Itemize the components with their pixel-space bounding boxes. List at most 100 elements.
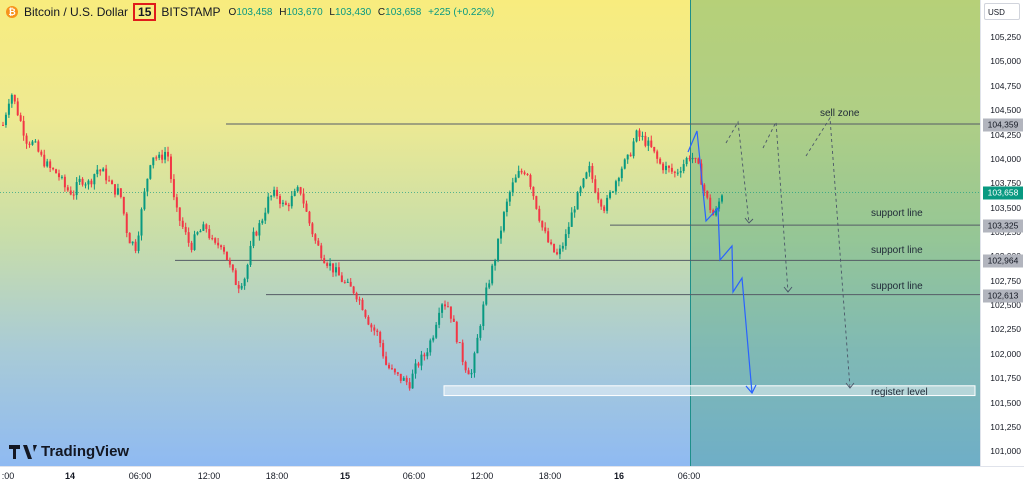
candle-body bbox=[25, 135, 28, 144]
candle-body bbox=[573, 209, 576, 213]
candle-body bbox=[146, 178, 149, 192]
candle-body bbox=[196, 232, 199, 235]
candle-body bbox=[429, 340, 432, 353]
candle-body bbox=[181, 220, 184, 227]
candle-body bbox=[311, 223, 314, 235]
candle-body bbox=[152, 157, 155, 166]
price-axis[interactable]: 105,250 105,000 104,750 104,500 104,250 … bbox=[980, 0, 1024, 466]
symbol-name[interactable]: Bitcoin / U.S. Dollar bbox=[24, 5, 129, 19]
candle-body bbox=[667, 165, 670, 168]
candle-body bbox=[7, 103, 10, 115]
candle-body bbox=[211, 238, 214, 240]
currency-selector[interactable]: USD bbox=[984, 3, 1020, 20]
candle-body bbox=[609, 192, 612, 198]
open-label: O bbox=[228, 6, 237, 18]
candle-body bbox=[411, 373, 414, 389]
scenario-path-2 bbox=[762, 120, 789, 293]
tradingview-logo[interactable]: TradingView bbox=[9, 443, 129, 460]
candle-body bbox=[278, 196, 281, 204]
candle-body bbox=[641, 135, 644, 137]
candle-body bbox=[420, 354, 423, 366]
candle-body bbox=[172, 179, 175, 198]
candle-body bbox=[302, 193, 305, 204]
candle-body bbox=[682, 164, 685, 172]
candle-body bbox=[438, 312, 441, 325]
candle-body bbox=[205, 224, 208, 230]
interval-badge[interactable]: 15 bbox=[133, 3, 157, 21]
candle-body bbox=[544, 227, 547, 232]
candle-body bbox=[63, 176, 66, 188]
time-label: 16 bbox=[613, 471, 625, 481]
candle-body bbox=[535, 196, 538, 209]
candle-body bbox=[116, 188, 119, 195]
candle-body bbox=[567, 226, 570, 235]
candle-body bbox=[499, 230, 502, 239]
candle-body bbox=[223, 247, 226, 252]
price-label: 104,000 bbox=[990, 154, 1021, 164]
candle-body bbox=[111, 180, 114, 185]
candle-body bbox=[703, 184, 706, 191]
candle-body bbox=[308, 211, 311, 224]
candle-body bbox=[432, 337, 435, 341]
candle-body bbox=[399, 373, 402, 381]
candle-body bbox=[320, 245, 323, 259]
candle-body bbox=[22, 120, 25, 136]
candle-body bbox=[217, 242, 220, 246]
candle-body bbox=[273, 189, 276, 196]
projection-arrowhead bbox=[745, 384, 757, 395]
candle-body bbox=[175, 197, 178, 208]
candle-body bbox=[390, 368, 393, 370]
candle-body bbox=[243, 278, 246, 286]
candle-body bbox=[497, 238, 500, 261]
candle-body bbox=[538, 208, 541, 221]
candle-body bbox=[393, 368, 396, 373]
candle-body bbox=[550, 242, 553, 244]
candle-body bbox=[199, 230, 202, 233]
tradingview-wordmark: TradingView bbox=[41, 443, 130, 460]
support-line-1-label: support line bbox=[871, 208, 923, 219]
candle-body bbox=[458, 342, 461, 344]
candle-body bbox=[246, 264, 249, 279]
level-price-tag: 103,325 bbox=[983, 219, 1023, 233]
low-value: 103,430 bbox=[334, 6, 372, 18]
chart-area[interactable]: sell zone support line support line supp… bbox=[0, 0, 980, 466]
current-time-line bbox=[690, 0, 691, 466]
candle-body bbox=[576, 192, 579, 210]
candle-body bbox=[653, 146, 656, 152]
high-value: 103,670 bbox=[286, 6, 323, 18]
level-price-tag: 102,964 bbox=[983, 254, 1023, 268]
sell-zone-label: sell zone bbox=[820, 108, 860, 119]
candle-body bbox=[376, 330, 379, 333]
candle-body bbox=[547, 231, 550, 243]
candle-body bbox=[161, 154, 164, 160]
price-label: 102,250 bbox=[990, 324, 1021, 334]
candle-body bbox=[688, 158, 691, 160]
candle-body bbox=[523, 172, 526, 174]
candle-body bbox=[647, 140, 650, 146]
candle-body bbox=[214, 238, 217, 243]
candle-body bbox=[423, 354, 426, 357]
candle-body bbox=[635, 130, 638, 142]
candle-body bbox=[656, 151, 659, 159]
candle-body bbox=[370, 324, 373, 328]
candle-body bbox=[670, 167, 673, 172]
candle-body bbox=[60, 176, 63, 178]
candle-body bbox=[276, 189, 279, 197]
candle-body bbox=[46, 161, 49, 167]
candle-body bbox=[379, 332, 382, 344]
time-axis[interactable]: :00 14 06:00 12:00 18:00 15 06:00 12:00 … bbox=[0, 466, 1024, 485]
candle-body bbox=[296, 187, 299, 192]
candle-body bbox=[240, 285, 243, 289]
candle-body bbox=[532, 186, 535, 197]
candle-body bbox=[485, 287, 488, 305]
candle-body bbox=[234, 270, 237, 285]
candle-body bbox=[332, 263, 335, 273]
candle-body bbox=[113, 184, 116, 195]
candle-body bbox=[187, 232, 190, 243]
candle-body bbox=[594, 179, 597, 193]
candle-body bbox=[402, 377, 405, 381]
time-label: 15 bbox=[339, 471, 351, 481]
candle-body bbox=[461, 342, 464, 362]
candle-body bbox=[629, 154, 632, 157]
price-plot[interactable] bbox=[0, 0, 980, 466]
